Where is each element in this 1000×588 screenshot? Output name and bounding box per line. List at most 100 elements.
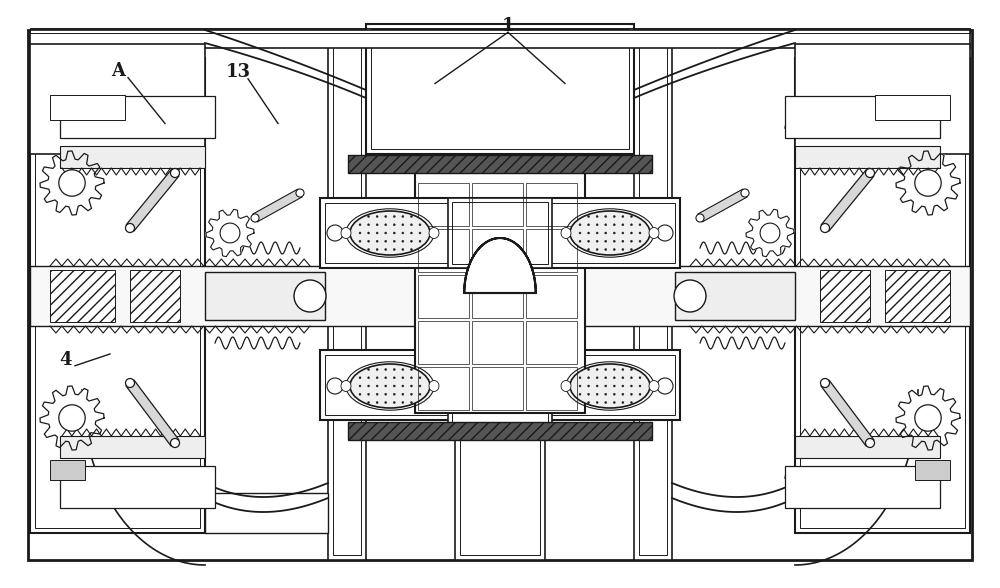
Bar [795, 436, 940, 458]
Circle shape [630, 224, 632, 226]
Circle shape [171, 439, 180, 447]
Circle shape [376, 215, 378, 218]
Circle shape [630, 402, 632, 403]
Bar [472, 183, 523, 226]
Circle shape [639, 385, 641, 387]
Bar [472, 275, 523, 318]
Polygon shape [126, 380, 179, 446]
Circle shape [376, 385, 378, 387]
Circle shape [613, 215, 615, 218]
Circle shape [579, 240, 581, 242]
Bar [526, 367, 577, 410]
Circle shape [171, 169, 180, 178]
Circle shape [368, 369, 370, 370]
Polygon shape [821, 380, 874, 446]
Bar [448, 198, 552, 268]
Bar [130, 270, 180, 322]
Circle shape [385, 385, 387, 387]
Circle shape [613, 402, 615, 403]
Circle shape [402, 240, 404, 242]
Circle shape [588, 240, 590, 242]
Circle shape [630, 240, 632, 242]
Circle shape [630, 232, 632, 234]
Circle shape [613, 377, 615, 379]
Circle shape [596, 393, 598, 395]
Circle shape [385, 369, 387, 370]
Circle shape [622, 249, 624, 250]
Bar [634, 40, 672, 560]
Circle shape [376, 232, 378, 234]
Circle shape [915, 170, 941, 196]
Bar [35, 63, 200, 528]
Bar [472, 229, 523, 272]
Circle shape [820, 223, 829, 232]
Bar [205, 493, 328, 533]
Polygon shape [464, 238, 536, 293]
Circle shape [588, 402, 590, 403]
Circle shape [865, 169, 874, 178]
Circle shape [393, 377, 395, 379]
Circle shape [613, 385, 615, 387]
Circle shape [588, 232, 590, 234]
Circle shape [596, 377, 598, 379]
Circle shape [622, 240, 624, 242]
Bar [205, 272, 325, 320]
Circle shape [596, 249, 598, 250]
Circle shape [368, 385, 370, 387]
Circle shape [579, 224, 581, 226]
Circle shape [596, 402, 598, 403]
Circle shape [915, 405, 941, 431]
Circle shape [385, 393, 387, 395]
Circle shape [393, 369, 395, 370]
Polygon shape [698, 189, 747, 222]
Bar [50, 460, 85, 480]
Circle shape [630, 369, 632, 370]
Circle shape [327, 378, 343, 394]
Circle shape [385, 377, 387, 379]
Circle shape [588, 393, 590, 395]
Circle shape [410, 240, 412, 242]
Ellipse shape [350, 364, 430, 408]
Bar [639, 45, 667, 555]
Circle shape [588, 377, 590, 379]
Bar [418, 367, 469, 410]
Bar [325, 203, 675, 263]
Polygon shape [746, 209, 794, 257]
Ellipse shape [561, 380, 571, 392]
Circle shape [376, 402, 378, 403]
Circle shape [674, 280, 706, 312]
Circle shape [613, 249, 615, 250]
Circle shape [657, 378, 673, 394]
Bar [320, 350, 680, 420]
Circle shape [402, 402, 404, 403]
Circle shape [622, 385, 624, 387]
Circle shape [605, 249, 607, 250]
Circle shape [596, 224, 598, 226]
Bar [30, 30, 970, 48]
Polygon shape [896, 386, 960, 450]
Circle shape [59, 170, 85, 196]
Circle shape [327, 225, 343, 241]
Circle shape [402, 369, 404, 370]
Circle shape [393, 224, 395, 226]
Bar [526, 321, 577, 364]
Circle shape [605, 232, 607, 234]
Polygon shape [206, 209, 254, 257]
Circle shape [220, 223, 240, 243]
Circle shape [419, 393, 421, 395]
Circle shape [579, 385, 581, 387]
Circle shape [368, 232, 370, 234]
Circle shape [605, 369, 607, 370]
Ellipse shape [570, 211, 650, 255]
Bar [348, 155, 652, 173]
Circle shape [419, 224, 421, 226]
Circle shape [402, 385, 404, 387]
Circle shape [588, 385, 590, 387]
Circle shape [385, 240, 387, 242]
Circle shape [359, 393, 361, 395]
Circle shape [579, 232, 581, 234]
Circle shape [630, 215, 632, 218]
Polygon shape [40, 151, 104, 215]
Polygon shape [253, 189, 302, 222]
Bar [30, 44, 205, 154]
